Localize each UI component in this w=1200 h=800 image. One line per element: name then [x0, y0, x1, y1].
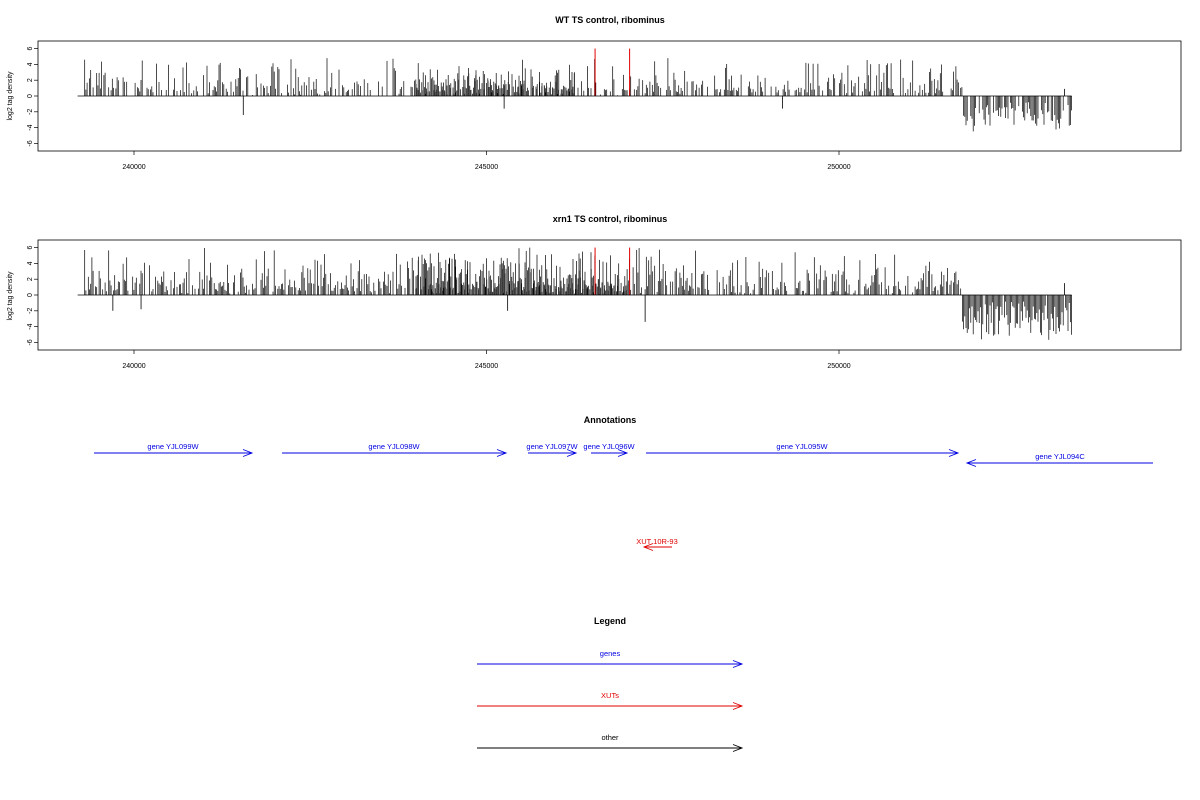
- panel-xrn1-yaxis: -6 -4 -2 0 2 4 6: [27, 246, 38, 346]
- annotations-title: Annotations: [584, 415, 637, 425]
- gene-arrow: [94, 449, 254, 457]
- gene-label: gene YJL094C: [1035, 452, 1085, 461]
- legend: Legend genes XUTs other: [477, 616, 744, 752]
- gene-arrow: [646, 449, 960, 457]
- x-tick-label: 245000: [475, 363, 498, 370]
- legend-label: genes: [600, 649, 621, 658]
- legend-label: XUTs: [601, 691, 619, 700]
- legend-arrow: [477, 744, 744, 752]
- x-tick-label: 240000: [122, 164, 145, 171]
- x-tick-label: 245000: [475, 164, 498, 171]
- gene-arrow: [965, 459, 1153, 467]
- y-tick-label: 2: [27, 277, 34, 281]
- legend-label: other: [601, 733, 619, 742]
- y-tick-label: 2: [27, 78, 34, 82]
- y-tick-label: -2: [27, 109, 34, 115]
- annotations-track: Annotations gene YJL099W gene YJL098W gene…: [94, 415, 1153, 551]
- panel-xrn1-ylabel: log2 tag density: [7, 271, 14, 321]
- panel-wt-title: WT TS control, ribominus: [555, 15, 665, 25]
- y-tick-label: 0: [27, 94, 34, 98]
- y-tick-label: 6: [27, 246, 34, 250]
- panel-xrn1-xaxis: 240000 245000 250000: [122, 350, 851, 370]
- panel-wt-highlights: [594, 48, 631, 96]
- gene-arrow: [591, 449, 629, 457]
- legend-items: genes XUTs other: [477, 649, 744, 752]
- panel-xrn1-highlights: [594, 247, 631, 295]
- x-tick-label: 240000: [122, 363, 145, 370]
- panel-xrn1: xrn1 TS control, ribominus log2 tag dens…: [7, 214, 1182, 370]
- panel-wt-bars: [84, 58, 1072, 132]
- legend-arrow: [477, 702, 744, 710]
- panel-wt-ylabel: log2 tag density: [7, 71, 14, 121]
- gene-label: gene YJL097W: [526, 442, 578, 451]
- xut-arrow: [642, 543, 672, 551]
- legend-title: Legend: [594, 616, 626, 626]
- legend-arrow: [477, 660, 744, 668]
- gene-label: gene YJL098W: [368, 442, 420, 451]
- x-tick-label: 250000: [827, 164, 850, 171]
- panel-xrn1-title: xrn1 TS control, ribominus: [553, 214, 668, 224]
- y-tick-label: 4: [27, 62, 34, 66]
- gene-label: gene YJL099W: [147, 442, 199, 451]
- gene-label: gene YJL095W: [776, 442, 828, 451]
- y-tick-label: -2: [27, 308, 34, 314]
- panel-xrn1-bars: [84, 247, 1072, 340]
- gene-arrow: [528, 449, 578, 457]
- x-tick-label: 250000: [827, 363, 850, 370]
- gene-label: gene YJL096W: [583, 442, 635, 451]
- y-tick-label: -4: [27, 124, 34, 130]
- xut-label: XUT 10R-93: [636, 537, 678, 546]
- y-tick-label: -4: [27, 323, 34, 329]
- annotation-features: gene YJL099W gene YJL098W gene YJL097W gene…: [94, 442, 1153, 551]
- y-tick-label: -6: [27, 339, 34, 345]
- y-tick-label: 0: [27, 293, 34, 297]
- panel-wt-yaxis: -6 -4 -2 0 2 4 6: [27, 47, 38, 147]
- y-tick-label: -6: [27, 140, 34, 146]
- panel-wt: WT TS control, ribominus log2 tag densit…: [7, 15, 1182, 171]
- y-tick-label: 4: [27, 261, 34, 265]
- gene-arrow: [282, 449, 508, 457]
- panel-wt-xaxis: 240000 245000 250000: [122, 151, 851, 171]
- y-tick-label: 6: [27, 47, 34, 51]
